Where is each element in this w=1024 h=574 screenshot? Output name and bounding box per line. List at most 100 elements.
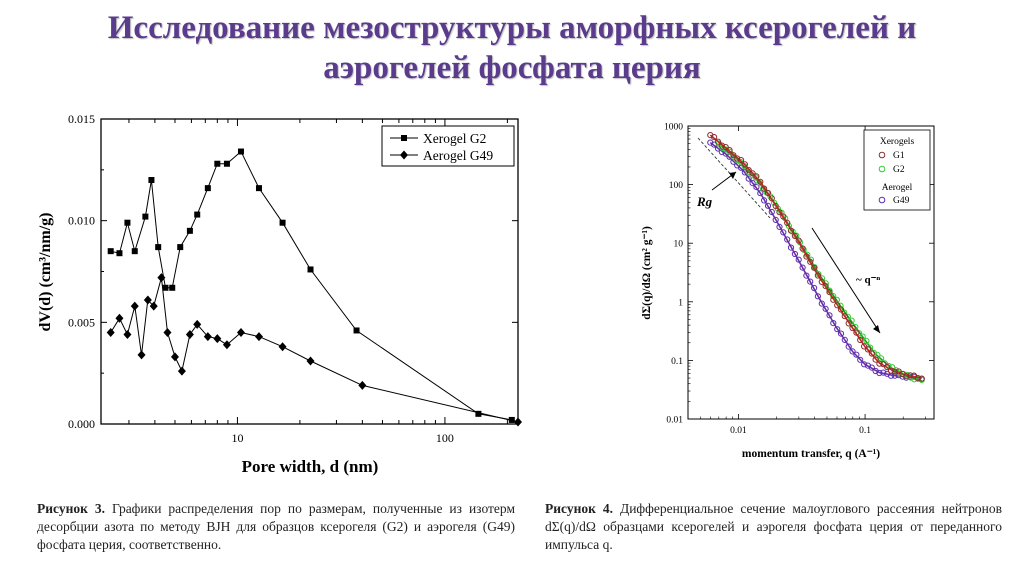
left-series-point-0 [116,250,123,257]
left-series-point-1 [514,417,522,427]
right-series-point-2 [811,284,818,292]
right-series-point-0 [861,343,868,350]
right-y-axis-label: dΣ(q)/dΩ (cm² g⁻¹) [641,226,653,320]
right-legend-label-1: G2 [893,165,905,175]
right-series-point-0 [868,350,875,357]
right-series-point-0 [753,173,760,180]
right-series-point-0 [776,209,783,216]
right-series-point-0 [853,329,860,336]
right-series-point-2 [787,244,795,251]
left-series-point-0 [194,211,201,218]
right-series-point-0 [811,264,818,271]
right-series-point-1 [800,246,807,253]
right-series-point-0 [841,313,848,320]
right-series-point-2 [795,256,802,263]
left-y-tick-label: 0.010 [68,214,95,228]
right-series-point-2 [891,372,898,379]
right-series-point-2 [791,250,799,258]
rg-arrow-head [729,172,736,179]
left-series-point-1 [203,332,212,342]
right-series-point-0 [734,155,741,162]
right-series-point-2 [853,351,860,358]
left-series-point-1 [177,366,186,376]
slide-title: Исследование мезоструктуры аморфных ксер… [0,8,1024,88]
left-series-point-0 [131,248,138,255]
left-caption: Рисунок 3. Графики распределения пор по … [37,500,515,554]
right-series-point-2 [861,361,868,368]
left-y-axis-label-text: dV(d) (cm³/nm/g) [37,212,54,331]
right-series-point-0 [864,346,872,353]
left-series-point-0 [255,185,262,192]
left-legend-marker-1 [400,150,408,160]
right-series-point-0 [784,219,791,226]
left-series-point-0 [155,244,162,251]
right-series-point-0 [803,253,810,260]
right-series-point-0 [918,375,925,382]
left-series-point-0 [142,213,149,220]
right-series-point-0 [857,336,864,344]
right-series-point-0 [722,144,729,151]
right-series-point-2 [768,208,775,216]
right-series-point-0 [711,134,718,141]
right-series-point-0 [872,356,879,363]
right-series-point-0 [741,161,749,168]
right-series-point-0 [891,368,898,375]
left-series-point-0 [237,148,244,155]
right-series-point-0 [887,367,895,374]
right-series-point-0 [822,283,829,290]
left-series-point-1 [149,301,158,311]
left-series-point-0 [214,160,221,167]
right-series-point-0 [807,258,814,265]
right-series-point-2 [837,330,845,337]
left-series-line-1 [110,277,519,423]
right-series-point-2 [876,369,883,377]
right-caption: Рисунок 4. Дифференциальное сечение мало… [545,500,1002,554]
right-series-point-0 [714,138,722,145]
right-series-point-0 [749,170,756,177]
left-series-point-0 [307,266,314,273]
right-series-point-0 [772,202,779,210]
left-series-point-0 [223,160,230,167]
right-series-point-0 [787,227,795,234]
right-y-tick-label: 1 [678,298,683,308]
right-series-point-2 [818,300,825,307]
left-series-point-1 [185,330,194,340]
right-series-point-0 [830,296,837,303]
left-series-point-1 [193,319,202,329]
right-caption-label: Рисунок 4. [545,501,613,516]
right-series-point-0 [791,232,799,240]
right-series-point-2 [845,343,852,350]
right-series-point-0 [907,372,914,379]
left-series-point-0 [169,284,176,291]
right-series-point-0 [884,363,891,371]
left-y-tick-label: 0.015 [68,112,95,126]
right-series-point-2 [830,320,837,327]
left-series-point-0 [186,227,193,234]
right-series-point-0 [730,152,737,159]
right-series-point-0 [845,320,852,327]
right-y-tick-label: 0.01 [666,416,683,426]
left-series-point-0 [124,219,131,226]
right-series-point-0 [837,306,845,313]
left-series-point-0 [279,219,286,226]
right-series-point-0 [757,178,764,185]
left-series-point-0 [162,284,169,291]
right-series-point-2 [814,293,822,300]
right-y-tick-label: 1000 [664,123,683,133]
right-legend-group-aerogel: Aerogel [882,183,913,193]
right-series-point-1 [878,355,885,362]
right-series-point-2 [764,202,772,209]
right-series-point-0 [799,245,806,252]
right-series-point-0 [834,302,841,309]
right-series-point-0 [849,324,856,332]
right-series-point-0 [826,289,833,296]
right-series-point-2 [880,369,887,376]
right-series-point-2 [745,175,752,182]
right-series-point-0 [764,189,772,197]
right-plot-frame [687,125,935,420]
right-x-tick-label: 0.1 [859,426,871,436]
left-y-tick-label: 0.005 [68,315,95,329]
right-series-point-2 [776,223,783,230]
right-series-point-0 [795,237,802,244]
right-series-point-2 [772,216,779,223]
